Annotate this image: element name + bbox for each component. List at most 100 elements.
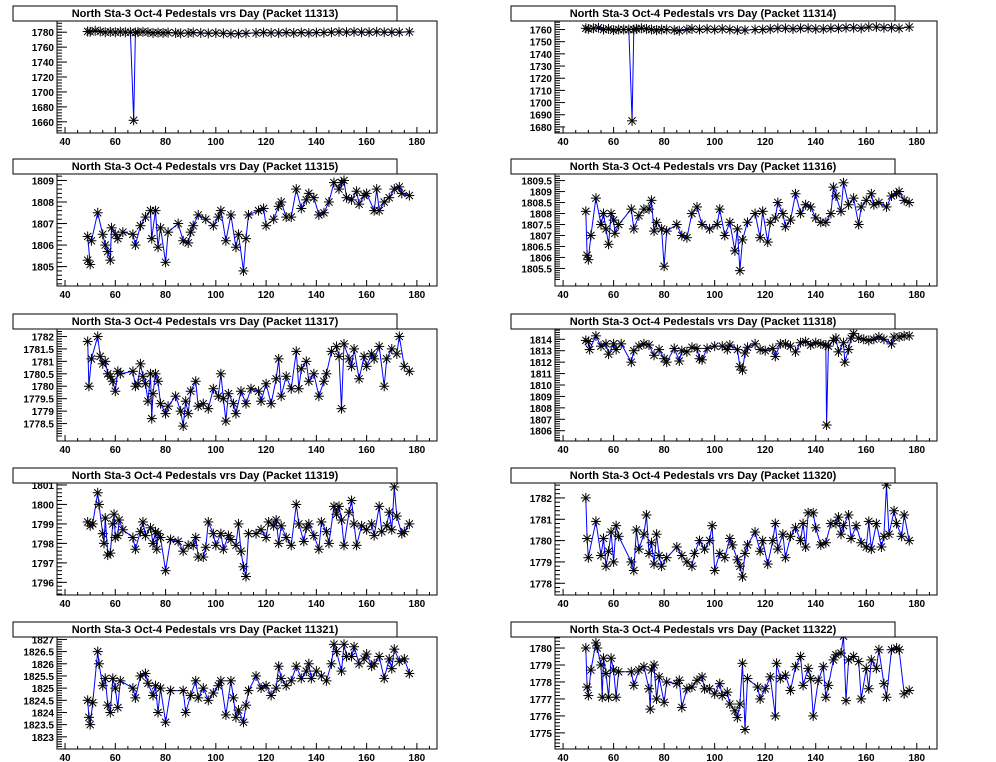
data-point [757,535,768,546]
data-point [739,724,750,735]
data-point [760,683,771,694]
data-point [772,23,783,34]
x-tick-label: 100 [706,137,723,148]
data-point [742,539,753,550]
data-point [704,535,715,546]
x-tick-label: 120 [258,445,275,456]
data-point [83,381,94,392]
data-point [273,353,284,364]
data-point [135,358,146,369]
y-tick-label: 1680 [32,103,55,114]
data-point [654,550,665,561]
data-point [215,368,226,379]
x-tick-label: 60 [608,137,620,148]
y-tick-label: 1750 [530,38,553,49]
data-point [313,391,324,402]
x-tick-label: 120 [258,753,275,762]
data-point [613,666,624,677]
data-point [595,550,606,561]
data-point [135,526,146,537]
x-tick-label: 60 [608,599,620,610]
data-point [843,654,854,665]
data-point [361,524,372,535]
data-point [775,673,786,684]
y-tick-label: 1779 [32,407,55,418]
data-series [82,175,415,276]
x-tick-label: 180 [908,599,925,610]
data-point [835,648,846,659]
x-tick-label: 100 [207,753,224,762]
x-tick-label: 100 [207,290,224,301]
chart-panel: 40 60 80 100 120 140 160 180 1660 1680 1700 1720 174… [12,5,438,148]
data-point [308,530,319,541]
data-point [266,690,277,701]
data-point [627,115,638,126]
data-point [595,660,606,670]
data-point [785,215,796,226]
data-point [681,24,692,35]
data-point [301,356,312,367]
data-point [580,643,591,654]
data-point [240,398,251,409]
data-point [765,671,776,682]
x-tick-label: 80 [160,137,172,148]
y-tick-label: 1824.5 [23,696,54,707]
data-point [148,690,159,701]
data-point [225,675,236,686]
data-point [97,680,108,691]
data-series [580,637,915,735]
data-point [646,195,657,206]
data-point [661,357,672,368]
y-tick-label: 1780 [32,28,55,39]
data-point [105,255,116,266]
data-point [767,343,778,354]
y-tick-label: 1780 [530,537,553,548]
x-tick-label: 80 [659,137,671,148]
data-point [583,23,594,34]
data-point [608,215,619,226]
data-point [771,658,782,669]
data-point [609,228,620,239]
data-point [603,349,614,360]
data-point [127,366,138,377]
data-point [178,421,189,432]
data-point [286,675,297,686]
data-point [601,223,612,234]
data-point [798,518,809,529]
y-tick-label: 1808.5 [521,199,552,210]
data-point [339,639,350,650]
data-point [846,533,857,544]
data-point [876,542,887,552]
data-point [215,675,226,686]
data-point [839,357,850,368]
y-tick-label: 1781.5 [23,345,54,356]
data-point [825,208,836,219]
data-point [820,692,831,703]
data-point [707,520,718,531]
data-point [240,700,251,711]
data-point [638,529,649,540]
data-point [785,531,796,542]
data-point [886,338,897,349]
data-point [150,205,161,216]
data-point [336,666,347,677]
data-point [739,548,750,559]
data-point [379,673,390,684]
x-tick-label: 80 [659,753,671,762]
x-tick-label: 60 [110,445,122,456]
y-tick-label: 1807 [32,220,55,231]
data-point [800,336,811,347]
data-point [148,388,159,399]
x-tick-label: 140 [308,753,325,762]
data-point [777,208,788,219]
data-point [82,336,93,347]
data-point [904,22,915,33]
data-point [276,391,287,402]
data-point [722,687,733,698]
x-tick-label: 140 [807,137,824,148]
data-point [871,663,882,674]
data-point [346,194,357,205]
data-point [631,524,642,535]
y-tick-label: 1826 [32,660,55,671]
data-point [626,357,637,368]
